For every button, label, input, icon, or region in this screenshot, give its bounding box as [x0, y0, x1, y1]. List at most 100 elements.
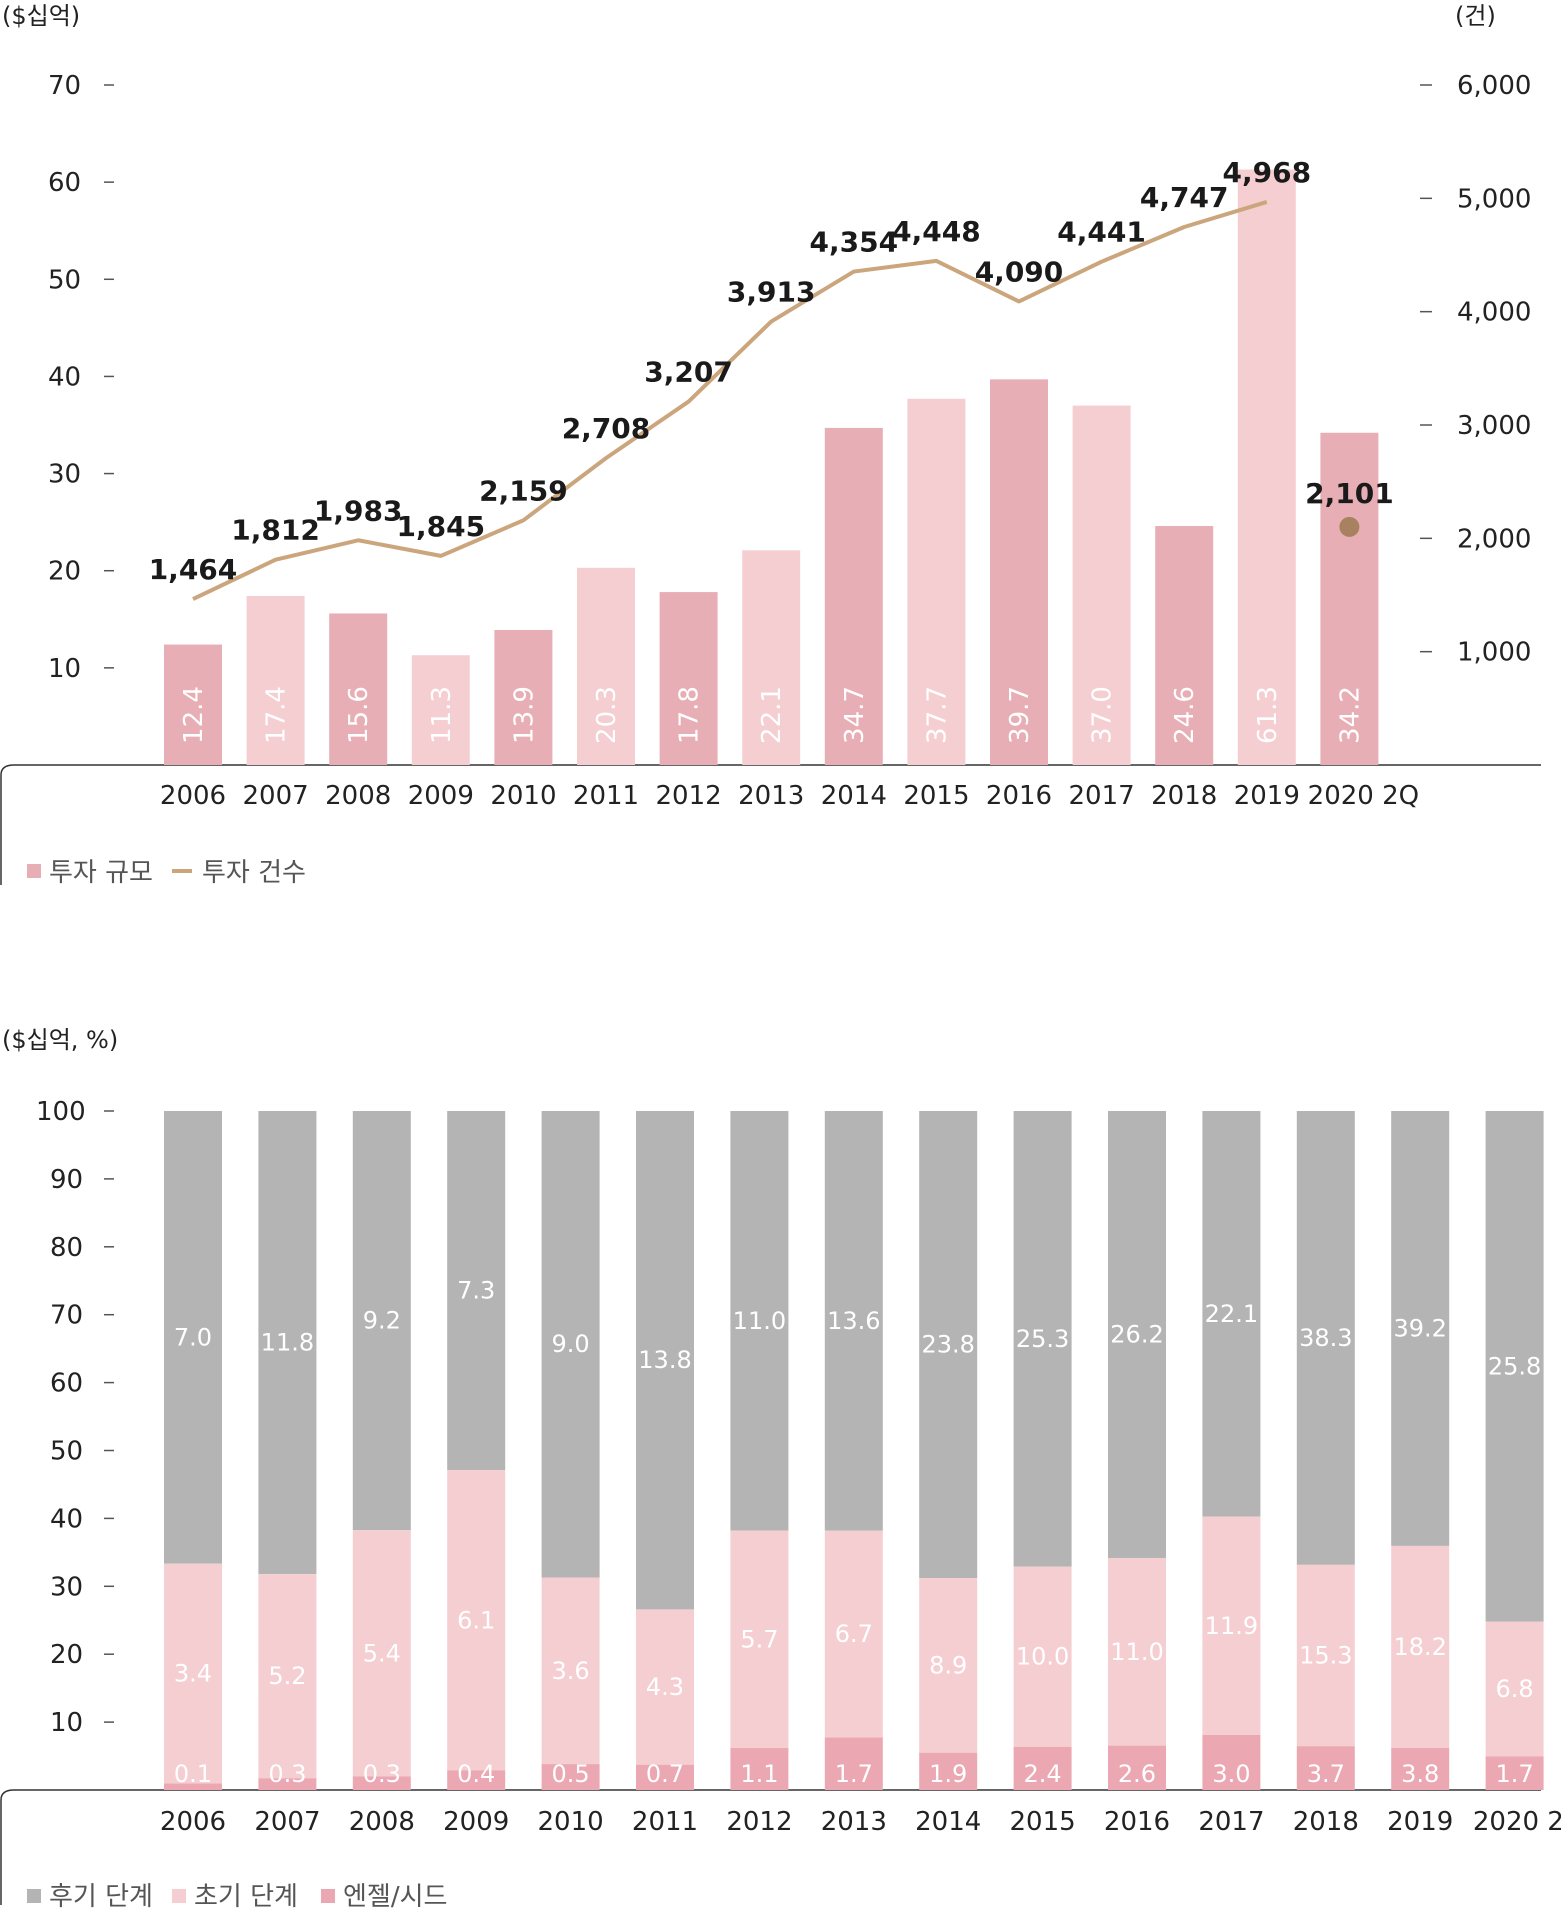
early-stage-value: 5.2: [268, 1662, 306, 1690]
late-stage-segment: [352, 1111, 411, 1531]
chart2-frame: [0, 1789, 1541, 1905]
early-stage-value: 15.3: [1299, 1642, 1352, 1670]
deal-count-label: 1,812: [231, 514, 320, 547]
y-tick-label: 90: [50, 1165, 83, 1195]
bar-value-label: 20.3: [592, 686, 622, 744]
early-stage-segment: [164, 1563, 222, 1784]
y-tick-label: 40: [50, 1504, 83, 1534]
bar-2019: [1237, 169, 1296, 765]
bar-2020-2Q: [1320, 432, 1379, 765]
x-category-label: 2014: [915, 1807, 981, 1837]
late-stage-value: 7.0: [174, 1323, 212, 1351]
bar-value-label: 34.2: [1335, 686, 1365, 744]
late-stage-segment: [541, 1111, 600, 1578]
bar-value-label: 17.8: [675, 686, 705, 744]
legend-late-label: 후기 단계: [49, 1882, 153, 1912]
early-stage-segment: [541, 1577, 600, 1765]
angel-seed-segment: [1202, 1734, 1261, 1790]
x-category-label: 2019: [1234, 781, 1300, 811]
angel-seed-segment: [1391, 1747, 1450, 1790]
angel-seed-segment: [1108, 1745, 1166, 1790]
legend-early-swatch: [172, 1889, 186, 1903]
left-axis-unit: ($십억): [2, 2, 80, 30]
x-category-label: 2012: [726, 1807, 792, 1837]
angel-seed-value: 0.4: [457, 1760, 495, 1788]
bar-2006: [164, 644, 222, 765]
right-tick-label: 4,000: [1457, 298, 1531, 328]
x-category-label: 2013: [738, 781, 804, 811]
bar-2014: [824, 427, 883, 765]
early-stage-value: 11.0: [1110, 1638, 1163, 1666]
early-stage-value: 4.3: [646, 1673, 684, 1701]
late-stage-value: 9.0: [552, 1330, 590, 1358]
legend-line-label: 투자 건수: [202, 858, 306, 888]
x-category-label: 2016: [1104, 1807, 1170, 1837]
bar-2011: [577, 567, 635, 765]
late-stage-value: 13.8: [638, 1346, 691, 1374]
early-stage-segment: [1296, 1564, 1355, 1747]
legend-early-label: 초기 단계: [194, 1882, 298, 1912]
bar-value-label: 39.7: [1005, 686, 1035, 744]
bar-2013: [742, 550, 801, 765]
late-stage-value: 22.1: [1205, 1300, 1258, 1328]
angel-seed-value: 1.7: [835, 1760, 873, 1788]
early-stage-value: 18.2: [1393, 1633, 1446, 1661]
x-category-label: 2015: [1010, 1807, 1076, 1837]
bar-value-label: 15.6: [344, 686, 374, 744]
bar-value-label: 34.7: [840, 686, 870, 744]
deal-count-label: 3,207: [644, 356, 733, 389]
x-category-label: 2009: [408, 781, 474, 811]
angel-seed-segment: [541, 1764, 600, 1790]
late-stage-segment: [1296, 1111, 1355, 1565]
x-category-label: 2010: [538, 1807, 604, 1837]
angel-seed-value: 0.5: [552, 1760, 590, 1788]
angel-seed-segment: [258, 1778, 317, 1790]
y-tick-label: 20: [50, 1640, 83, 1670]
bar-2008: [329, 613, 388, 765]
early-stage-value: 11.9: [1205, 1612, 1258, 1640]
late-stage-segment: [1013, 1111, 1072, 1567]
angel-seed-segment: [1013, 1746, 1072, 1790]
right-tick-label: 5,000: [1457, 184, 1531, 214]
early-stage-segment: [352, 1530, 411, 1777]
early-stage-segment: [1108, 1557, 1166, 1746]
deal-count-label: 4,354: [810, 226, 899, 259]
angel-seed-value: 0.3: [268, 1760, 306, 1788]
early-stage-value: 8.9: [929, 1651, 967, 1679]
angel-seed-segment: [1485, 1756, 1544, 1790]
legend-bar-swatch: [27, 864, 41, 878]
x-category-label: 2008: [325, 781, 391, 811]
bar-2010: [494, 629, 553, 765]
x-category-label: 2017: [1198, 1807, 1264, 1837]
x-category-label: 2008: [349, 1807, 415, 1837]
deal-count-label: 2,101: [1305, 477, 1394, 510]
y-tick-label: 30: [50, 1572, 83, 1602]
bar-value-label: 37.0: [1088, 686, 1118, 744]
late-stage-value: 9.2: [363, 1307, 401, 1335]
y-tick-label: 60: [50, 1369, 83, 1399]
legend-1: 투자 규모 투자 건수: [27, 858, 306, 888]
deal-count-label: 4,448: [892, 215, 981, 248]
angel-seed-segment: [352, 1776, 411, 1790]
early-stage-value: 3.4: [174, 1660, 212, 1688]
deal-count-label: 1,983: [314, 494, 403, 527]
bar-2012: [659, 592, 718, 765]
early-stage-value: 6.7: [835, 1620, 873, 1648]
deal-count-label: 1,845: [397, 510, 486, 543]
early-stage-value: 6.8: [1496, 1675, 1534, 1703]
y-tick-label: 70: [50, 1301, 83, 1331]
bar-value-label: 17.4: [262, 686, 292, 744]
late-stage-value: 38.3: [1299, 1324, 1352, 1352]
left-tick-label: 30: [48, 460, 81, 490]
x-category-label: 2020 2Q: [1473, 1807, 1561, 1837]
left-tick-label: 20: [48, 557, 81, 587]
x-category-label: 2016: [986, 781, 1052, 811]
early-stage-segment: [824, 1530, 883, 1738]
early-stage-segment: [1202, 1516, 1261, 1735]
x-category-label: 2009: [443, 1807, 509, 1837]
y-tick-label: 100: [36, 1097, 86, 1127]
early-stage-segment: [919, 1578, 978, 1753]
angel-seed-segment: [919, 1752, 978, 1790]
x-category-label: 2011: [573, 781, 639, 811]
x-category-label: 2017: [1069, 781, 1135, 811]
